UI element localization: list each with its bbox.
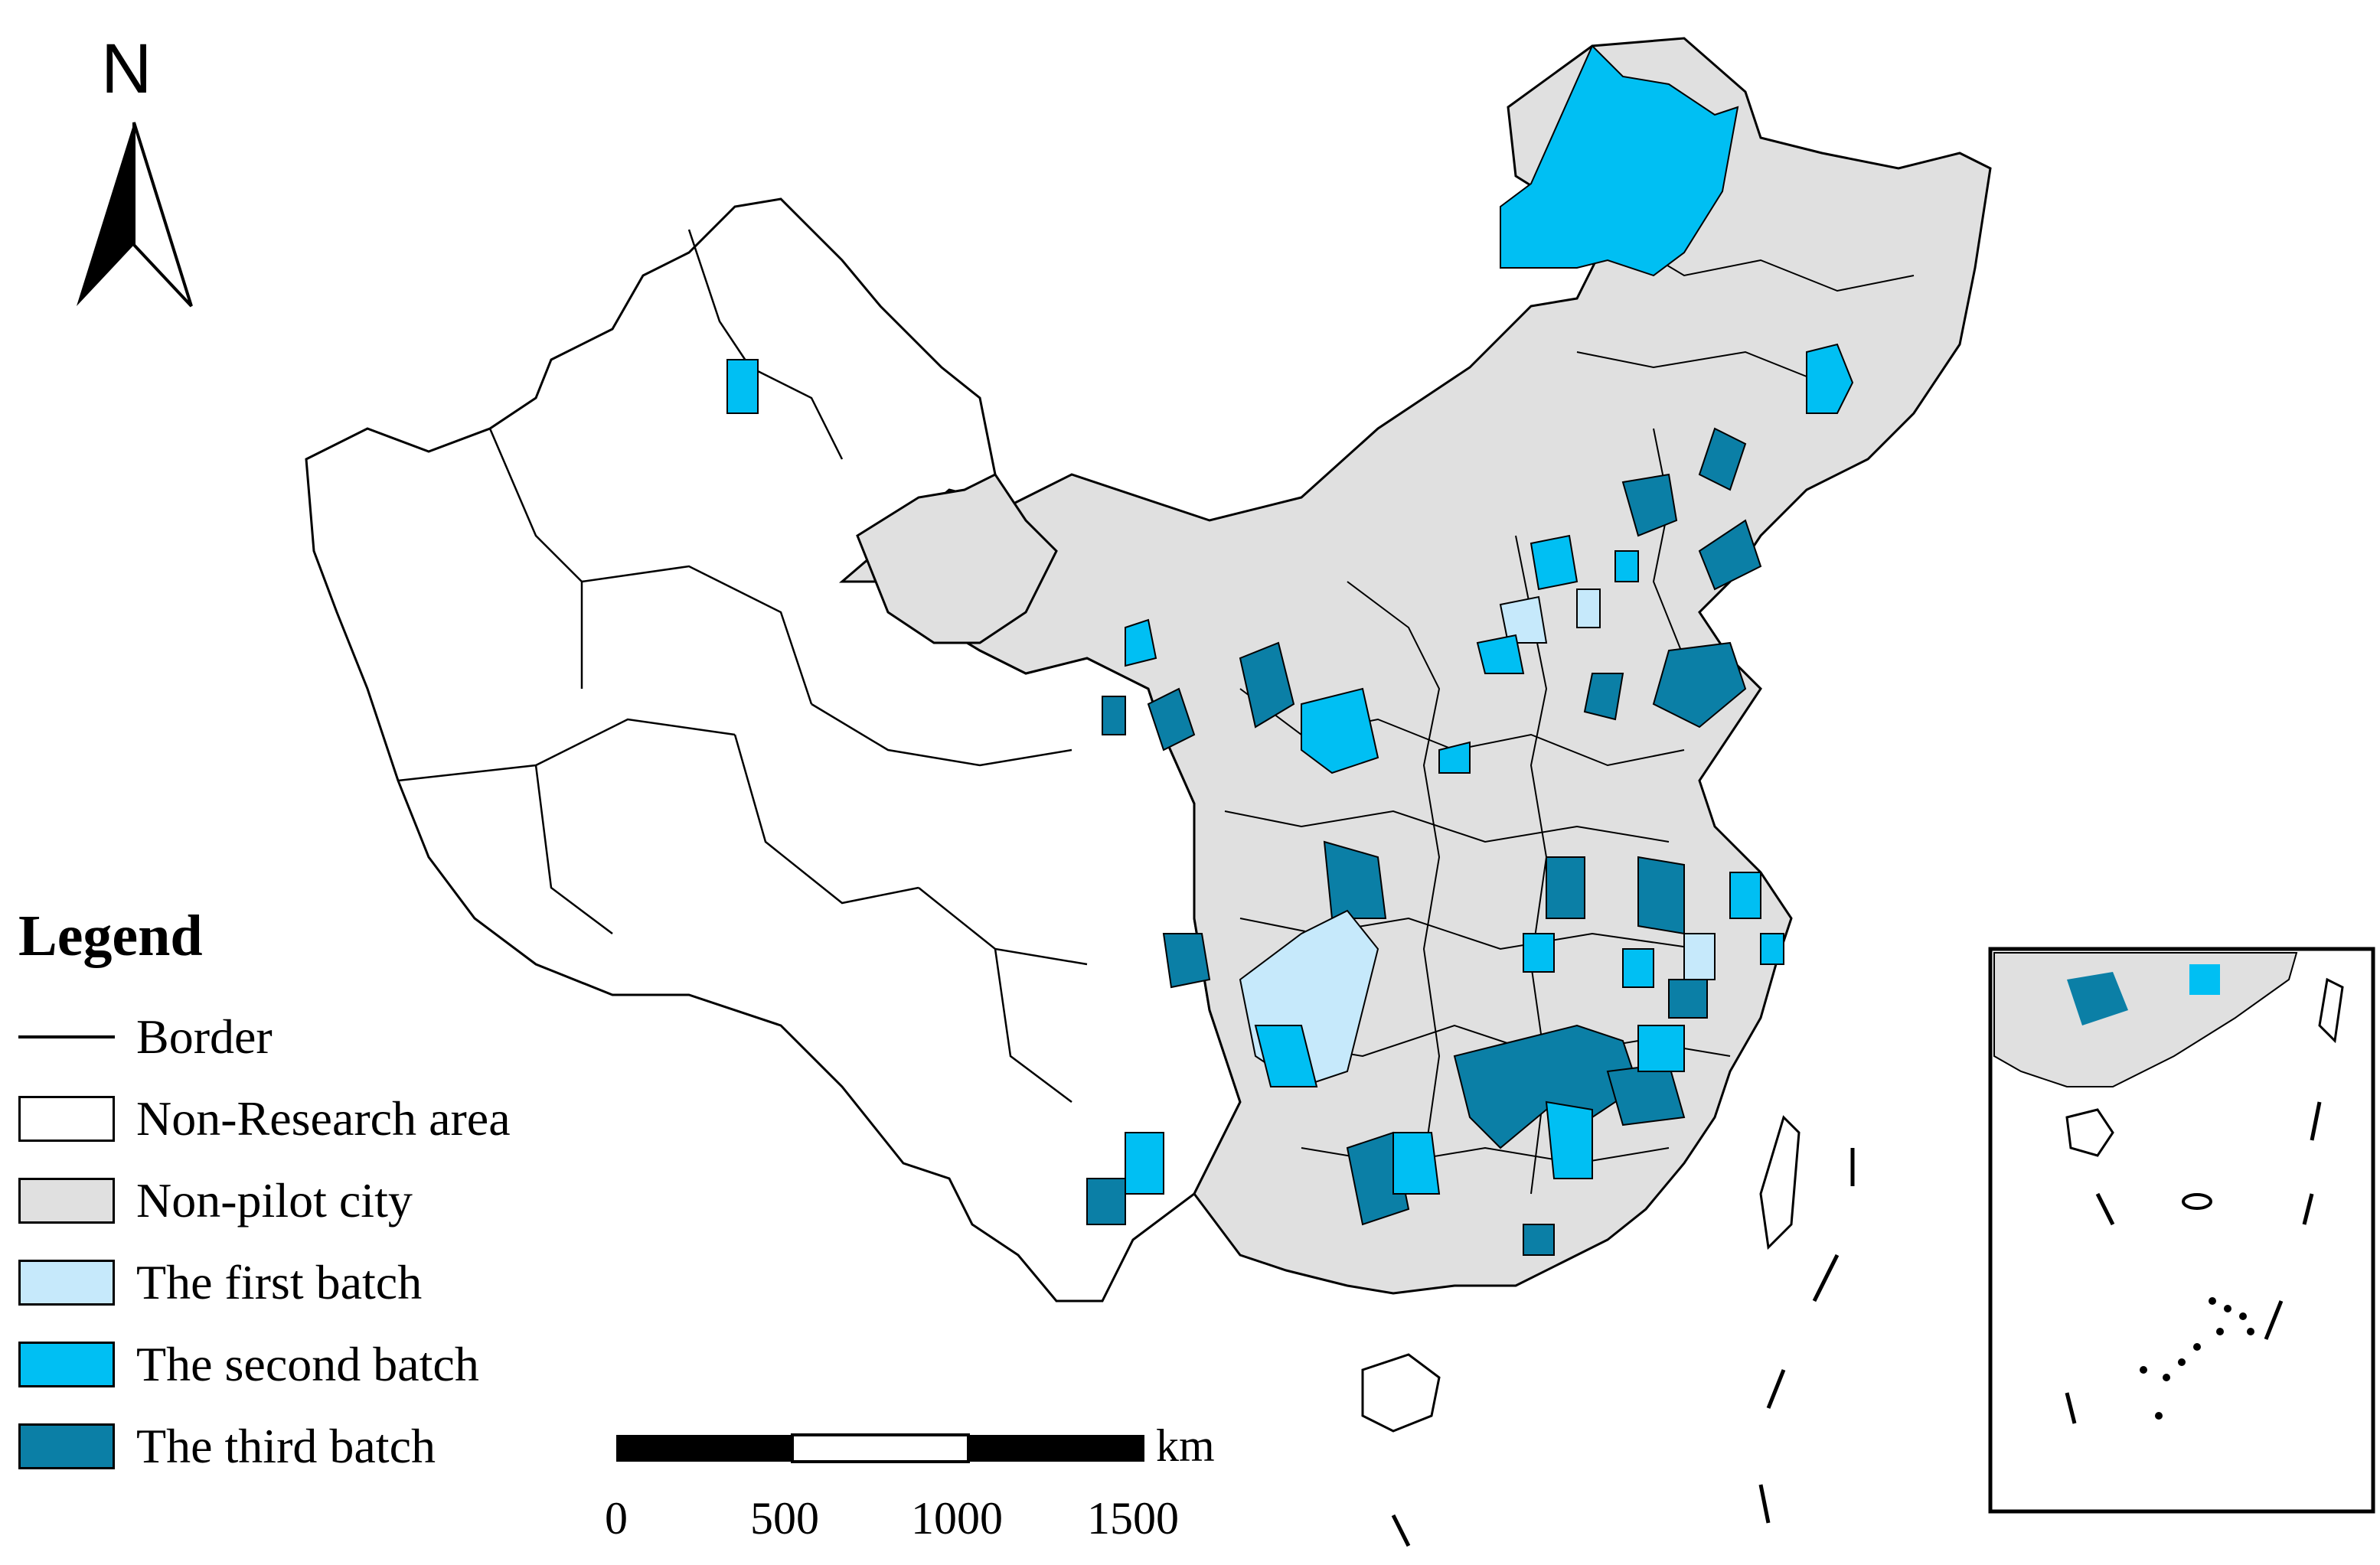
border-line-icon [18,1035,115,1038]
hainan-island [1361,1353,1441,1433]
second-batch-city [1729,872,1761,919]
third-batch-city [1652,641,1747,729]
maritime-boundary-marks [1391,1148,1855,1547]
second-batch-city [1125,618,1157,667]
third-batch-city [1162,933,1211,989]
first-batch-city [1499,595,1548,644]
third-batch-city [1086,1178,1126,1225]
third-batch-city [1698,519,1762,591]
third-batch-city [1523,1224,1555,1256]
legend-item-non-pilot: Non-pilot city [18,1173,413,1228]
second-batch-city [1500,44,1739,277]
taiwan-island [1759,1115,1801,1250]
legend-item-first-batch: The first batch [18,1255,423,1309]
province-borders-west [397,229,1088,1103]
third-batch-city [1583,673,1624,721]
second-batch-city [1760,933,1784,965]
second-batch-city [1301,687,1379,774]
non-pilot-region-north [856,473,1058,644]
third-batch-city [1147,687,1196,752]
second-batch-city [1637,1025,1685,1072]
legend-label: Non-Research area [136,1091,511,1146]
north-arrow-icon [77,122,193,308]
legend-label: The third batch [136,1419,436,1473]
legend-item-border: Border [18,1009,273,1064]
second-batch-city [1254,1025,1318,1087]
scale-tick-label: 1000 [911,1493,1003,1544]
third-batch-city [1102,696,1126,735]
first-batch-city [1576,589,1601,628]
swatch-icon [18,1178,115,1224]
pilot-cities [726,44,1854,1256]
second-batch-city [1806,343,1854,414]
second-batch-city [1622,948,1654,988]
second-batch-city [1438,741,1471,774]
inset-taiwan [2318,977,2344,1044]
scale-tick-label: 0 [605,1493,628,1544]
second-batch-city [1614,550,1639,582]
inset-hainan [2065,1108,2114,1157]
swatch-icon [18,1260,115,1306]
swatch-icon [18,1096,115,1142]
second-batch-city [1545,1100,1593,1179]
third-batch-city [1323,840,1387,919]
north-label: N [101,30,152,108]
third-batch-city [2067,972,2128,1025]
scale-tick-label: 500 [750,1493,819,1544]
first-batch-city [1683,933,1716,980]
second-batch-city [1392,1132,1441,1195]
scale-bar [616,1433,1144,1463]
third-batch-city [1698,427,1747,491]
second-batch-city [1530,534,1579,591]
third-batch-city [1668,979,1708,1019]
legend-label: Border [136,1009,273,1064]
legend-item-second-batch: The second batch [18,1337,479,1391]
second-batch-city [1523,933,1555,973]
second-batch-city [1125,1132,1164,1195]
third-batch-city [1637,856,1685,935]
third-batch-city [1546,856,1585,919]
swatch-icon [18,1423,115,1469]
inset-map [1988,947,2375,1514]
legend-label: Non-pilot city [136,1173,413,1228]
swatch-icon [18,1342,115,1387]
legend-label: The first batch [136,1255,423,1309]
second-batch-city [2189,964,2220,995]
legend-item-non-research: Non-Research area [18,1091,511,1146]
legend-title: Legend [18,904,203,968]
second-batch-city [1476,634,1525,674]
second-batch-city [726,359,759,414]
third-batch-city [1621,473,1678,537]
legend-label: The second batch [136,1337,479,1391]
scale-unit: km [1156,1420,1215,1471]
legend-item-third-batch: The third batch [18,1419,436,1473]
third-batch-city [1239,641,1295,729]
scale-tick-label: 1500 [1087,1493,1179,1544]
